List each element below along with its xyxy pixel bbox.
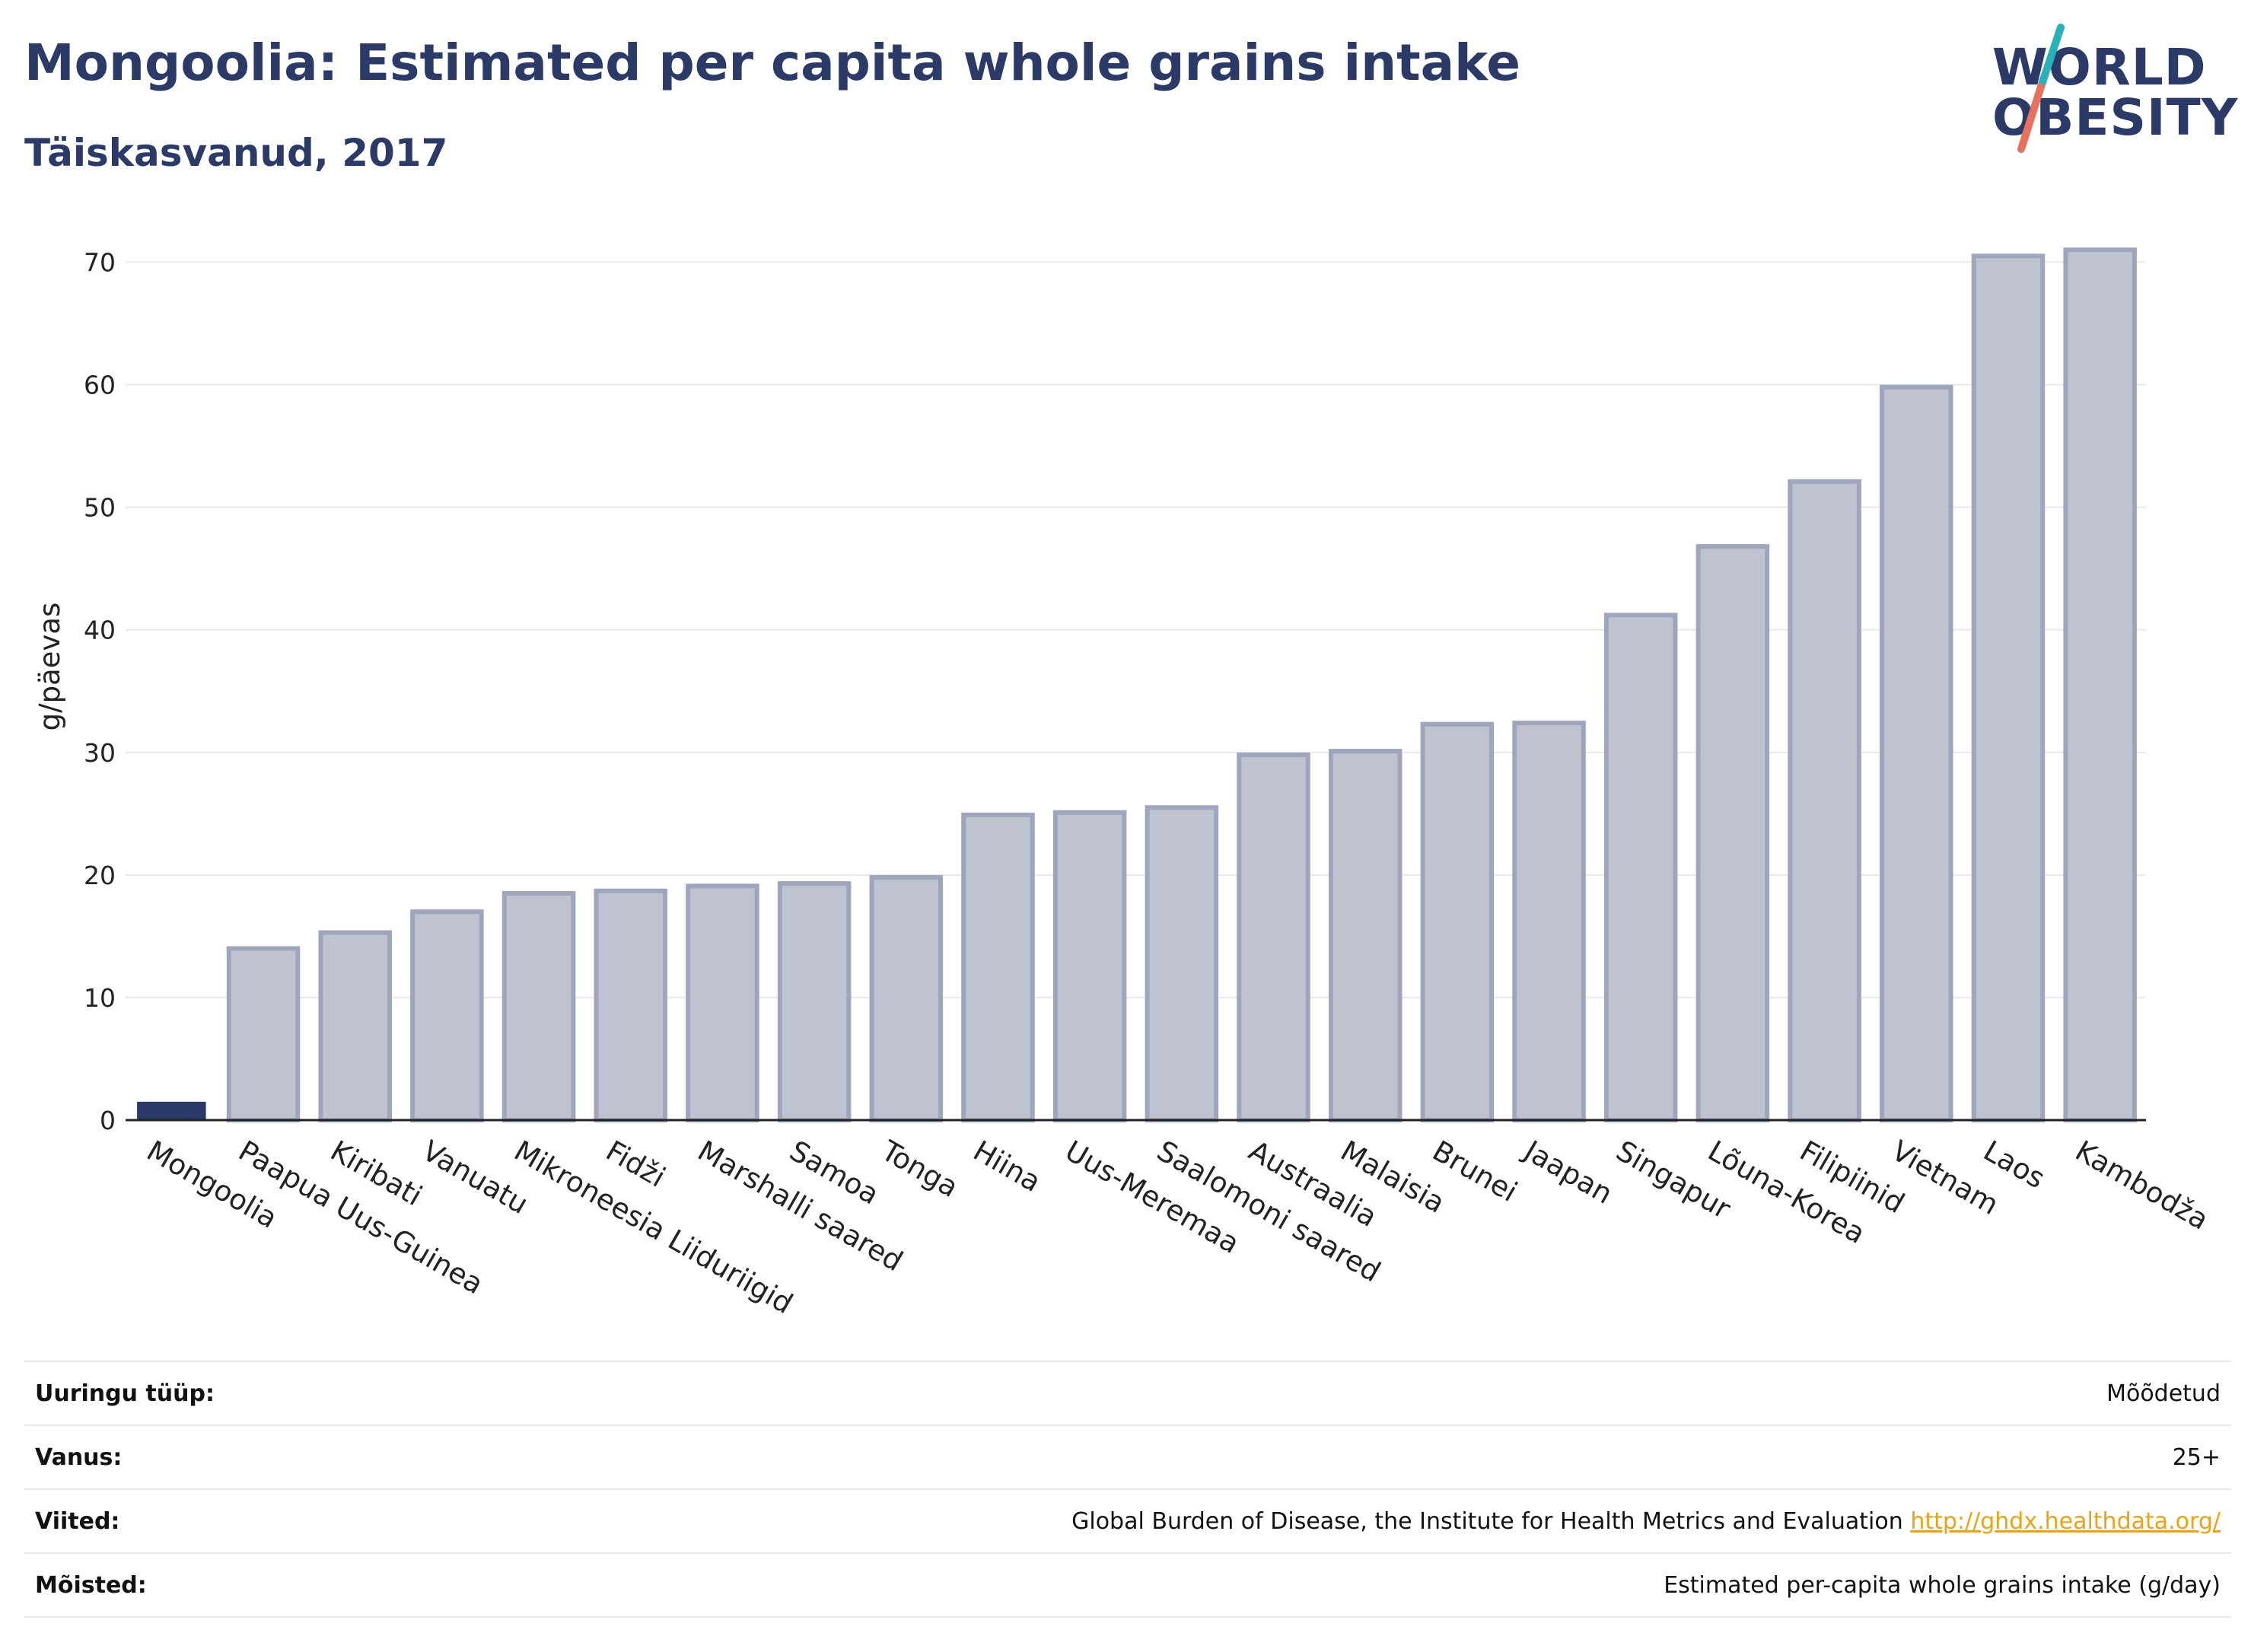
y-tick-label: 20 [84,861,116,890]
y-tick-label: 0 [100,1106,116,1135]
info-row-references: Viited: Global Burden of Disease, the In… [24,1488,2231,1552]
info-label: Uuringu tüüp: [35,1380,215,1407]
bar [1971,253,2046,1122]
reference-link[interactable]: http://ghdx.healthdata.org/ [1910,1507,2221,1535]
bar [1512,721,1586,1122]
bar [594,888,668,1122]
info-value: Mõõdetud [2106,1380,2221,1407]
bar [1237,752,1310,1122]
y-tick-label: 40 [84,616,116,645]
info-value-references: Global Burden of Disease, the Institute … [1071,1508,2231,1535]
bar [410,909,484,1122]
bar [501,891,576,1122]
bar [1880,384,1953,1123]
info-value: Estimated per-capita whole grains intake… [1664,1571,2221,1599]
x-tick-label: Hiina [968,1135,1046,1198]
bar [686,883,759,1122]
y-tick-label: 70 [84,247,116,277]
bar [1052,810,1127,1122]
bar [961,812,1035,1122]
bar [1695,544,1770,1122]
info-label: Mõisted: [35,1571,147,1599]
reference-text: Global Burden of Disease, the Institute … [1071,1507,1903,1535]
bar [777,881,852,1122]
info-row-survey-type: Uuringu tüüp: Mõõdetud [24,1361,2231,1424]
logo-slash-icon [2017,24,2065,153]
x-tick-label: Jaapan [1517,1134,1618,1211]
x-tick-label: Kambodža [2070,1135,2214,1237]
bar [1788,479,1861,1122]
bar-highlight [137,1101,206,1120]
info-table: Uuringu tüüp: Mõõdetud Vanus: 25+ Viited… [24,1361,2231,1618]
info-label: Vanus: [35,1444,123,1471]
bar [2063,247,2137,1122]
bar [1420,721,1495,1122]
bar [226,946,301,1123]
page-title: Mongoolia: Estimated per capita whole gr… [24,33,1521,92]
x-tick-label: Vanuatu [417,1135,534,1221]
bar [869,875,944,1122]
info-row-age: Vanus: 25+ [24,1424,2231,1488]
y-tick-label: 50 [84,493,116,523]
y-tick-label: 10 [84,983,116,1013]
bars [137,247,2137,1123]
bar [1145,805,1219,1122]
page-subtitle: Täiskasvanud, 2017 [24,131,448,175]
bar [1603,613,1678,1122]
y-tick-label: 60 [84,371,116,400]
y-axis-label: g/päevas [33,603,66,731]
logo-text-line1: WORLD [1992,38,2207,97]
info-label: Viited: [35,1507,120,1535]
info-row-definitions: Mõisted: Estimated per-capita whole grai… [24,1552,2231,1618]
bar [1328,749,1402,1122]
y-tick-label: 30 [84,738,116,768]
bar [318,930,392,1123]
world-obesity-logo[interactable]: WORLD OBESITY [1979,23,2237,160]
x-tick-label: Tonga [875,1134,963,1204]
info-value: 25+ [2172,1444,2221,1471]
